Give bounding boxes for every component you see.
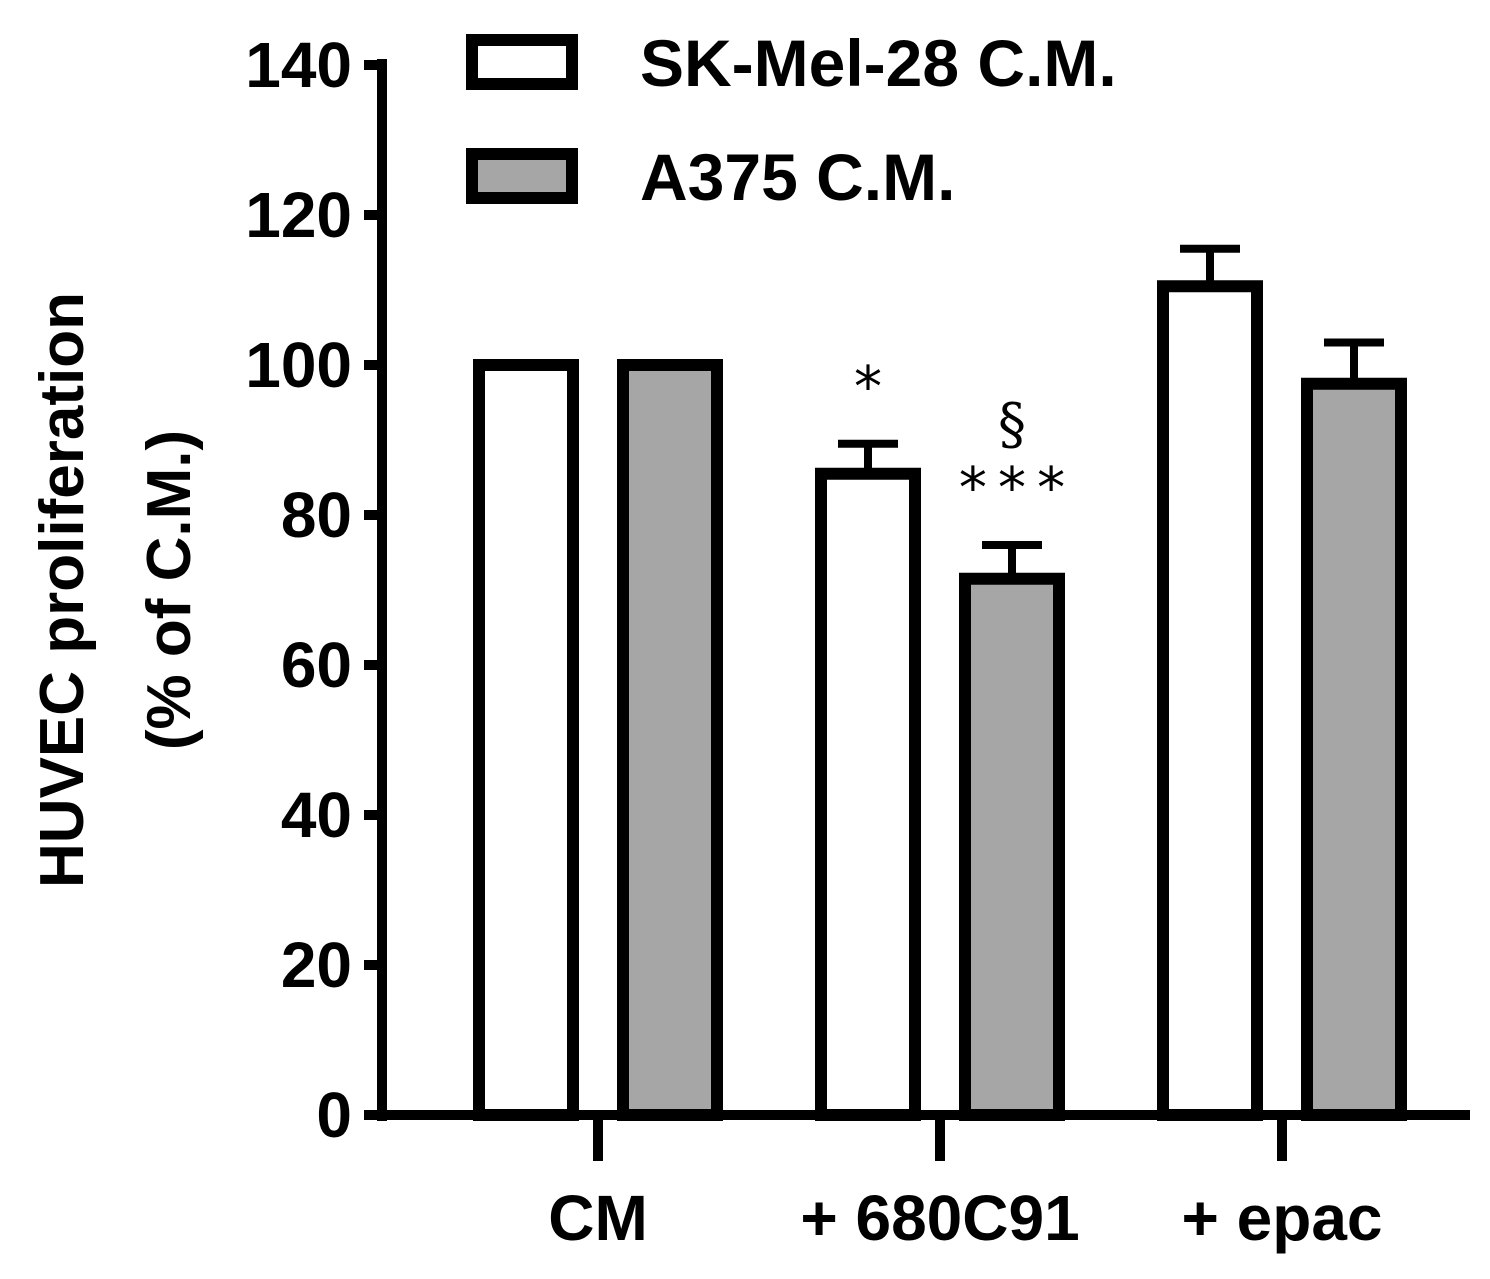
y-tick-label: 20 bbox=[281, 929, 352, 1001]
y-axis: 0 20 40 60 80 100 120 140 bbox=[245, 29, 387, 1151]
significance-stars: * * * bbox=[959, 456, 1065, 521]
bar bbox=[1157, 280, 1263, 1121]
bar bbox=[959, 572, 1065, 1121]
y-tick-label: 140 bbox=[245, 29, 352, 101]
x-axis: CM + 680C91 + epac bbox=[377, 1110, 1470, 1254]
bar-series bbox=[473, 244, 1407, 1121]
y-tick-label: 120 bbox=[245, 179, 352, 251]
bar bbox=[1301, 377, 1407, 1121]
legend-label: SK-Mel-28 C.M. bbox=[640, 26, 1117, 100]
legend: SK-Mel-28 C.M. A375 C.M. bbox=[466, 26, 1117, 214]
significance-annotations: * * * *§ bbox=[854, 355, 1065, 521]
bar bbox=[617, 359, 723, 1121]
legend-swatch bbox=[466, 34, 578, 90]
y-tick-label: 80 bbox=[281, 479, 352, 551]
x-tick-label: CM bbox=[548, 1182, 648, 1254]
x-tick-label: + 680C91 bbox=[800, 1182, 1079, 1254]
legend-label: A375 C.M. bbox=[640, 140, 955, 214]
y-tick-label: 40 bbox=[281, 779, 352, 851]
y-axis-title-line2: (% of C.M.) bbox=[135, 430, 204, 750]
significance-stars: * bbox=[854, 355, 882, 420]
significance-section-mark: § bbox=[998, 392, 1026, 457]
y-tick-label: 100 bbox=[245, 329, 352, 401]
x-tick-label: + epac bbox=[1181, 1182, 1382, 1254]
y-tick-label: 60 bbox=[281, 629, 352, 701]
bar bbox=[815, 467, 921, 1121]
y-tick-label: 0 bbox=[316, 1079, 352, 1151]
y-axis-title-line1: HUVEC proliferation bbox=[28, 292, 97, 888]
y-axis-title: HUVEC proliferation (% of C.M.) bbox=[28, 292, 204, 888]
legend-swatch bbox=[466, 148, 578, 204]
bar bbox=[473, 359, 579, 1121]
